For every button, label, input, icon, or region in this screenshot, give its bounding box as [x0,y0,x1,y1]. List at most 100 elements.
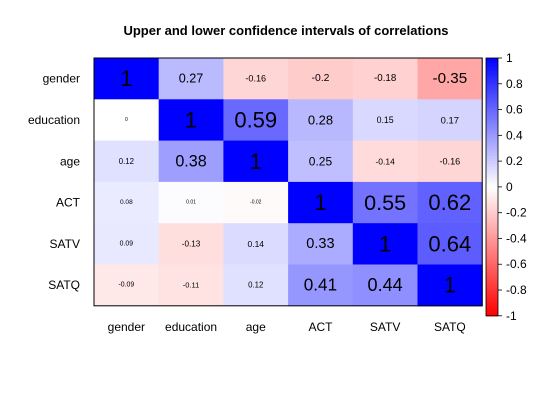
legend-tick-label: -0.2 [506,206,527,220]
legend-color-step [486,215,498,219]
legend-color-step [486,179,498,183]
cell-value-label: 0.41 [304,276,337,295]
legend-color-step [486,186,498,191]
cell-value-label: 0.25 [309,154,333,168]
legend-color-step [486,297,498,301]
column-labels: gender education age ACT SATV SATQ [108,320,466,334]
cell-value-label: 1 [314,190,326,215]
legend-color-step [486,230,498,234]
column-label: ACT [308,320,333,334]
cell-value-label: 0.55 [364,190,406,215]
cell-value-label: -0.18 [374,73,396,84]
cell-value-label: 0.27 [179,72,204,86]
heatmap-cell [288,264,354,307]
column-label: education [165,320,217,334]
heatmap-cells: 1 0.27 -0.16 -0.2 -0.18 -0.35 0 1 0.59 0.28 0.15 0.… [94,58,483,307]
legend-color-step [486,228,498,232]
legend-color-step [486,68,498,72]
cell-value-label: -0.16 [439,156,460,166]
legend-color-step [486,58,498,62]
legend-color-step [486,238,498,242]
heatmap-cell [94,58,160,100]
legend-color-step [486,192,498,196]
cell-value-label: -0.14 [375,156,395,166]
legend-color-step [486,60,498,64]
cell-value-label: 0.17 [441,114,459,125]
heatmap-cell [94,223,160,265]
row-label: age [60,154,80,168]
heatmap-cell [223,264,289,307]
legend-color-step [486,235,498,240]
legend-color-step [486,130,498,134]
legend-color-step [486,279,498,283]
legend-color-step [486,140,498,144]
legend-tick-label: -0.6 [506,257,527,271]
legend-color-step [486,292,498,296]
legend-color-step [486,112,498,116]
cell-value-label: 0.08 [120,199,133,206]
legend-color-step [486,243,498,247]
legend-color-step [486,122,498,126]
legend-tick-label: 0.6 [506,103,523,117]
heatmap-cell [352,264,418,307]
column-label: age [246,320,266,334]
legend-color-step [486,155,498,160]
cell-value-label: 0.28 [308,112,333,127]
heatmap-cell [223,140,289,183]
heatmap-cell [417,181,483,224]
color-legend: 1 0.8 0.6 0.4 0.2 0 -0.2 -0.4 -0.6 -0.8 -1 [485,51,527,323]
legend-color-step [486,166,498,170]
legend-color-step [486,109,498,113]
cell-value-label: -0.35 [433,70,468,87]
legend-color-step [486,305,498,309]
legend-color-step [486,86,498,90]
legend-color-step [486,300,498,304]
legend-color-step [486,282,498,286]
legend-color-step [486,256,498,260]
column-label: SATV [370,320,400,334]
legend-color-step [486,284,498,289]
legend-color-step [486,137,498,142]
heatmap-cell [352,140,418,183]
heatmap-cell [158,140,224,183]
legend-color-step [486,202,498,206]
legend-color-step [486,197,498,201]
heatmap-cell [417,99,483,142]
heatmap-cell [94,140,160,183]
legend-color-step [486,83,498,87]
heatmap-cell [94,264,160,307]
legend-color-step [486,310,498,314]
legend-color-step [486,158,498,162]
legend-color-step [486,174,498,178]
heatmap-cell [158,181,224,224]
legend-color-step [486,70,498,75]
legend-color-step [486,125,498,129]
legend-color-step [486,135,498,139]
legend-color-step [486,153,498,157]
heatmap-cell [352,223,418,265]
legend-color-step [486,189,498,193]
legend-color-step [486,271,498,276]
legend-color-step [486,225,498,229]
legend-color-step [486,148,498,152]
heatmap-cell [288,140,354,183]
legend-color-step [486,313,498,317]
legend-color-step [486,295,498,299]
cell-value-label: 1 [185,107,197,132]
heatmap-cell [417,264,483,307]
legend-color-step [486,119,498,124]
cell-value-label: 0.59 [234,107,277,132]
row-label: SATQ [48,278,80,292]
heatmap-cell [352,58,418,100]
cell-value-label: 1 [444,273,456,298]
legend-color-step [486,76,498,80]
heatmap-cell [223,223,289,265]
legend-tick-label: -1 [506,309,517,323]
cell-value-label: 1 [120,66,132,91]
legend-color-step [486,248,498,252]
legend-tick-label: 0.8 [506,77,523,91]
row-labels: gender education age ACT SATV SATQ [28,72,81,292]
legend-color-step [486,171,498,175]
legend-color-step [486,269,498,273]
